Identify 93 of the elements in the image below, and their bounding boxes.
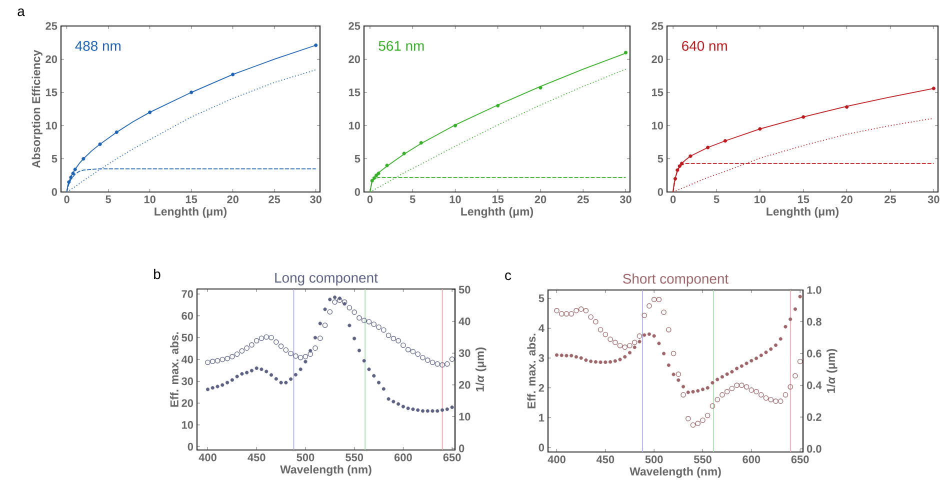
y-tick-label: 25: [652, 22, 664, 30]
y2-tick-label: 0.0: [806, 444, 822, 453]
text: c: [505, 272, 512, 280]
chart-title: Long component: [275, 272, 378, 286]
y2-tick-label: 40: [458, 318, 470, 326]
y-tick-label: 5: [658, 154, 664, 163]
x-tick-label: 0: [670, 196, 676, 204]
x-tick-label: 10: [754, 196, 766, 204]
y-tick-label: 20: [46, 55, 58, 64]
x-tick-label: 30: [310, 196, 322, 204]
y-tick-label: 0: [52, 188, 58, 196]
y-tick-label: 30: [182, 377, 194, 386]
y-tick-label: 70: [182, 290, 194, 298]
y-tick-label: 5: [354, 154, 360, 163]
x-tick-label: 400: [548, 456, 566, 464]
x-tick-label: 5: [410, 196, 416, 204]
y-tick-label: 20: [182, 399, 194, 407]
y2-tick-label: 0.2: [806, 413, 822, 421]
y-tick-label: 0: [538, 444, 544, 452]
x-tick-label: 30: [928, 196, 940, 204]
y-tick-label: 60: [182, 312, 194, 320]
x-tick-label: 30: [620, 196, 632, 204]
y-tick-label: 3: [538, 354, 544, 362]
x-tick-label: 650: [791, 456, 809, 464]
y-tick-label: 10: [652, 122, 664, 130]
y2-tick-label: 0.6: [806, 350, 822, 358]
x-tick-label: 20: [841, 196, 852, 204]
text: 488 nm: [75, 40, 120, 51]
y2-axis-title: 1/α (μm): [476, 348, 486, 392]
x-tick-label: 500: [296, 454, 314, 462]
text: b: [154, 268, 160, 280]
y-tick-label: 2: [538, 384, 544, 392]
y-tick-label: 15: [348, 88, 360, 96]
x-tick-label: 10: [450, 196, 461, 204]
y-axis-title: Eff. max. abs.: [527, 334, 536, 408]
x-tick-label: 10: [144, 196, 156, 204]
y-tick-label: 50: [182, 334, 194, 342]
y-tick-label: 40: [181, 356, 194, 364]
y2-tick-label: 50: [458, 286, 470, 294]
y-tick-label: 0: [354, 188, 360, 196]
x-tick-label: 20: [227, 196, 238, 204]
x-tick-label: 5: [714, 196, 720, 204]
y2-tick-label: 0.8: [806, 318, 822, 326]
x-axis-title: Lenghth (μm): [154, 207, 227, 218]
text: 640 nm: [682, 40, 727, 51]
x-tick-label: 450: [596, 456, 614, 464]
x-axis-title: Lenghth (μm): [461, 207, 534, 218]
x-tick-label: 15: [492, 196, 504, 204]
y-tick-label: 4: [538, 324, 544, 332]
text: a: [18, 8, 25, 16]
y-tick-label: 15: [46, 88, 58, 96]
x-tick-label: 600: [394, 454, 412, 462]
y-tick-label: 25: [348, 22, 360, 30]
y2-tick-label: 0: [458, 444, 464, 452]
x-axis-title: Wavelength (nm): [280, 465, 372, 476]
y2-tick-label: 20: [458, 381, 470, 389]
y2-tick-label: 10: [459, 412, 470, 421]
y-axis-title: Eff. max. abs.: [170, 332, 178, 407]
y-axis-title: Absorption Efficiency: [32, 50, 42, 168]
y2-tick-label: 1.0: [807, 286, 822, 294]
x-axis-title: Lenghth (μm): [766, 207, 839, 218]
y-tick-label: 20: [348, 55, 360, 64]
y-tick-label: 5: [52, 154, 58, 163]
chart-title: Short component: [623, 273, 728, 286]
x-tick-label: 500: [645, 456, 663, 464]
x-tick-label: 600: [742, 456, 760, 464]
y2-tick-label: 0.4: [806, 381, 822, 390]
y2-axis-title: 1/α (μm): [826, 349, 838, 393]
x-tick-label: 0: [64, 196, 70, 204]
x-tick-label: 5: [106, 196, 112, 204]
x-tick-label: 25: [268, 196, 280, 204]
y-tick-label: 0: [658, 188, 664, 196]
y-tick-label: 0: [188, 442, 194, 451]
y2-tick-label: 30: [458, 349, 470, 358]
y-tick-label: 10: [46, 122, 58, 130]
x-tick-label: 550: [694, 456, 712, 464]
y-tick-label: 25: [46, 22, 58, 30]
x-tick-label: 25: [577, 196, 589, 204]
x-tick-label: 650: [443, 454, 461, 462]
x-axis-title: Wavelength (nm): [630, 467, 721, 478]
text: 561 nm: [378, 40, 424, 51]
y-tick-label: 20: [652, 55, 664, 64]
x-tick-label: 0: [367, 196, 373, 204]
y-tick-label: 10: [182, 421, 194, 429]
x-tick-label: 25: [884, 196, 896, 204]
y-tick-label: 10: [348, 122, 360, 130]
x-tick-label: 15: [798, 196, 810, 204]
y-tick-label: 1: [539, 414, 544, 422]
x-tick-label: 450: [248, 454, 266, 462]
y-tick-label: 15: [652, 88, 664, 96]
y-tick-label: 5: [538, 294, 544, 302]
x-tick-label: 550: [346, 454, 364, 462]
x-tick-label: 400: [198, 454, 216, 462]
